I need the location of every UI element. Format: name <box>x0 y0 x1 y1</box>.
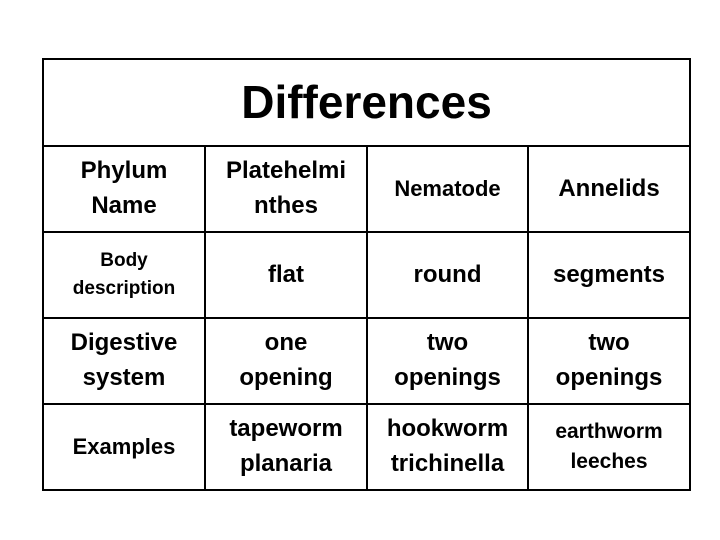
cell-line: hookworm <box>386 415 509 443</box>
table-cell: hookworm trichinella <box>366 403 529 491</box>
row-header-body-description: Body description <box>42 231 206 319</box>
cell-line: two <box>588 329 630 357</box>
cell-line: earthworm <box>555 419 663 443</box>
cell-line: tapeworm <box>229 415 343 443</box>
table-cell: two openings <box>366 317 529 405</box>
table-cell: earthworm leeches <box>527 403 691 491</box>
row-header-phylum-name: Phylum Name <box>42 145 206 233</box>
cell-line: Platehelmi <box>225 157 347 185</box>
cell-line: planaria <box>239 450 333 477</box>
table-row-body-description: Body description flat round segments <box>42 231 691 319</box>
comparison-table-wrapper: Differences Phylum Name Platehelmi nthes… <box>42 58 691 491</box>
cell-line: Phylum <box>80 157 168 185</box>
row-header-digestive-system: Digestive system <box>42 317 206 405</box>
cell-line: Body <box>100 250 148 272</box>
cell-line: nthes <box>253 192 318 219</box>
cell-line: system <box>82 364 166 391</box>
table-cell: two openings <box>527 317 691 405</box>
table-title: Differences <box>42 58 691 147</box>
cell-line: opening <box>239 364 333 391</box>
table-cell: tapeworm planaria <box>204 403 368 491</box>
cell-line: Annelids <box>558 174 660 202</box>
cell-line: trichinella <box>390 450 505 477</box>
table-cell: one opening <box>204 317 368 405</box>
cell-line: one <box>264 329 308 357</box>
cell-line: openings <box>555 364 663 391</box>
differences-table: Differences Phylum Name Platehelmi nthes… <box>42 58 691 491</box>
cell-line: openings <box>394 364 501 391</box>
table-row-digestive-system: Digestive system one opening two opening… <box>42 317 691 405</box>
table-cell: flat <box>204 231 368 319</box>
table-cell: segments <box>527 231 691 319</box>
table-cell: round <box>366 231 529 319</box>
cell-line: two <box>426 329 469 357</box>
cell-line: segments <box>552 260 666 288</box>
cell-line: flat <box>268 260 304 288</box>
table-row-examples: Examples tapeworm planaria hookworm tric… <box>42 403 691 491</box>
cell-line: Name <box>91 192 157 219</box>
column-header-platehelminthes: Platehelmi nthes <box>204 145 368 233</box>
cell-line: round <box>413 260 482 288</box>
cell-line: Digestive <box>70 329 178 357</box>
cell-line: Nematode <box>394 176 501 202</box>
cell-line: description <box>72 278 176 299</box>
title-row: Differences <box>42 58 691 147</box>
cell-line: Examples <box>72 434 176 460</box>
column-header-annelids: Annelids <box>527 145 691 233</box>
column-header-nematode: Nematode <box>366 145 529 233</box>
row-header-examples: Examples <box>42 403 206 491</box>
table-row-phylum: Phylum Name Platehelmi nthes Nematode An… <box>42 145 691 233</box>
cell-line: leeches <box>570 450 648 473</box>
